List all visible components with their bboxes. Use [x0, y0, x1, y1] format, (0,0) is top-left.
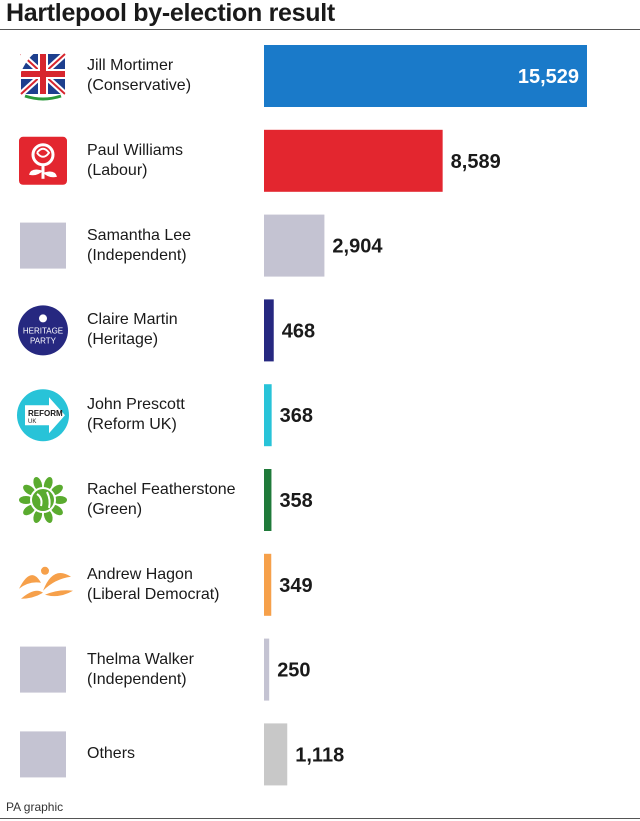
candidate-party: (Heritage): [87, 331, 159, 349]
candidate-label: Paul Williams (Labour): [87, 141, 183, 181]
candidate-name: Andrew Hagon: [87, 565, 193, 583]
source-credit: PA graphic: [6, 800, 64, 814]
reform-logo-text: REFORM: [28, 409, 63, 418]
candidate-name: Paul Williams: [87, 141, 184, 159]
candidate-label: John Prescott (Reform UK): [87, 395, 185, 435]
chart-title: Hartlepool by-election result: [6, 0, 335, 27]
candidate-label: Others: [87, 744, 135, 764]
bar: [264, 469, 272, 531]
candidate-label: Jill Mortimer (Conservative): [87, 56, 191, 96]
candidate-name: Rachel Featherstone: [87, 481, 236, 498]
bar: [264, 214, 325, 277]
grey-square-icon: [20, 222, 66, 269]
candidate-name: Others: [87, 745, 136, 763]
conservative-logo-icon: [18, 50, 69, 101]
bar-value-label: 8,589: [451, 151, 501, 173]
bar-value-label: 349: [279, 575, 312, 597]
candidate-name: Samantha Lee: [87, 226, 192, 244]
bar-value-label: 358: [279, 490, 312, 512]
candidate-party: (Conservative): [87, 77, 192, 94]
candidate-party: (Independent): [87, 670, 187, 688]
candidate-name: Thelma Walker: [87, 650, 194, 668]
reform-logo-text: UK: [28, 419, 36, 425]
green-party-logo-icon: [19, 477, 67, 523]
candidate-label: Samantha Lee (Independent): [87, 226, 191, 266]
candidate-party: (Labour): [87, 161, 148, 179]
candidate-party: (Reform UK): [87, 416, 177, 434]
bottom-divider: [0, 818, 640, 819]
bar-value-label: 250: [277, 660, 310, 682]
bar: [264, 553, 272, 616]
lib-dem-bird-icon: [19, 566, 73, 599]
candidate-name: Claire Martin: [87, 311, 178, 329]
bar-value-label: 368: [280, 405, 313, 427]
heritage-logo-text: HERITAGE: [23, 326, 63, 335]
bar-value-label: 468: [282, 320, 315, 342]
candidate-party: (Green): [87, 501, 143, 518]
candidate-label: Rachel Featherstone (Green): [87, 480, 236, 520]
bar: [264, 384, 272, 447]
bar-value-label: 2,904: [332, 236, 383, 258]
candidate-name: Jill Mortimer: [87, 57, 174, 74]
grey-square-icon: [20, 731, 66, 778]
labour-rose-icon: [19, 136, 67, 185]
candidate-party: (Liberal Democrat): [87, 585, 220, 603]
candidate-party: (Independent): [87, 246, 187, 264]
bar: [264, 129, 443, 192]
bar: [264, 723, 288, 786]
candidate-name: John Prescott: [87, 396, 185, 414]
title-divider: [0, 29, 640, 30]
candidate-label: Claire Martin (Heritage): [87, 310, 178, 350]
candidate-label: Thelma Walker (Independent): [87, 650, 194, 690]
bar: [264, 45, 587, 107]
heritage-logo-text: PARTY: [30, 336, 57, 345]
candidate-label: Andrew Hagon (Liberal Democrat): [87, 565, 219, 605]
bar-value-label: 1,118: [295, 744, 344, 766]
bar: [264, 299, 274, 362]
grey-square-icon: [20, 646, 66, 693]
bar-value-label: 15,529: [518, 66, 579, 88]
bar: [264, 638, 270, 701]
